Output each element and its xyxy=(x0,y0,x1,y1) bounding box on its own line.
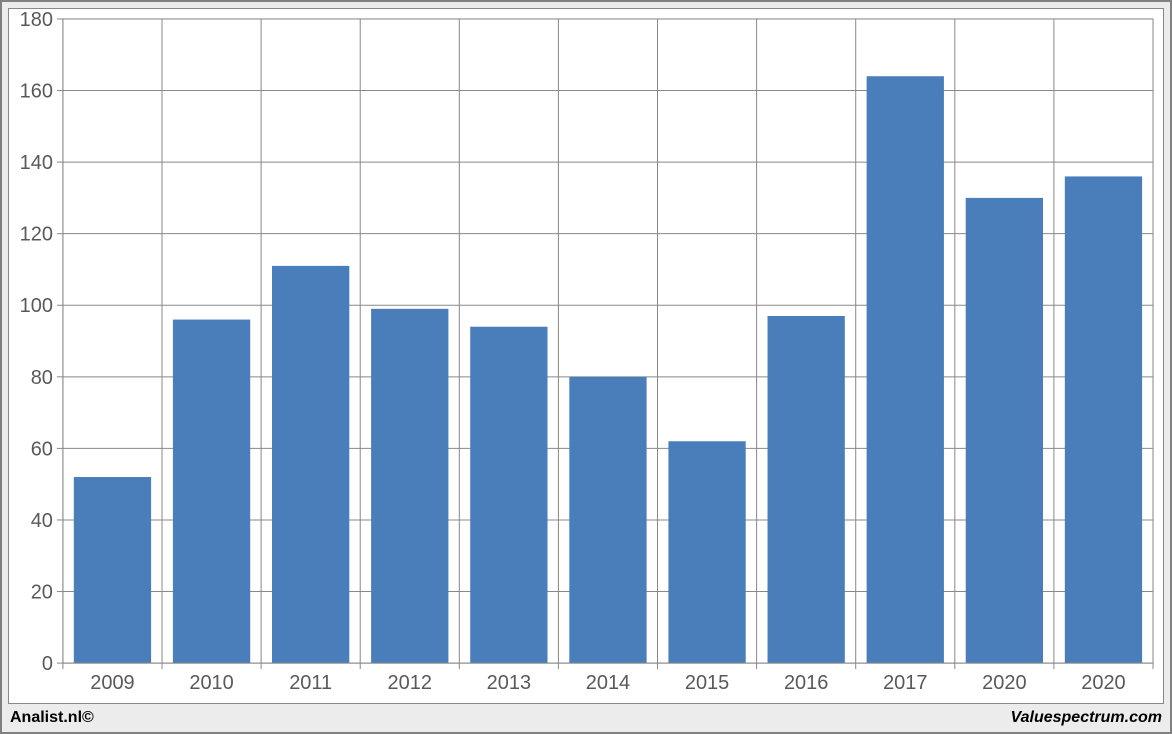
bar xyxy=(371,309,448,663)
x-tick-label: 2013 xyxy=(487,672,531,694)
bar xyxy=(768,316,845,663)
bar xyxy=(272,266,349,663)
bar xyxy=(74,477,151,663)
bar xyxy=(569,377,646,663)
y-tick-label: 40 xyxy=(31,510,53,532)
x-tick-label: 2020 xyxy=(1081,672,1125,694)
x-tick-label: 2011 xyxy=(289,672,332,694)
x-tick-label: 2015 xyxy=(685,672,729,694)
y-tick-label: 0 xyxy=(42,653,53,675)
bar xyxy=(668,441,745,663)
bar xyxy=(966,198,1043,663)
bar xyxy=(470,327,547,663)
x-tick-label: 2012 xyxy=(388,672,432,694)
x-tick-label: 2020 xyxy=(982,672,1026,694)
chart-container: 0 20 40 60 80 100 120 140 160 180 2009 2010 2011 2012… xyxy=(8,8,1164,704)
y-tick-label: 80 xyxy=(31,367,53,389)
y-tick-label: 180 xyxy=(20,9,53,31)
bar xyxy=(867,76,944,663)
y-tick-label: 100 xyxy=(20,295,53,317)
y-tick-label: 120 xyxy=(20,224,53,246)
x-tick-label: 2009 xyxy=(90,672,134,694)
footer-left-credit: Analist.nl© xyxy=(10,709,94,727)
x-tick-label: 2010 xyxy=(189,672,233,694)
y-tick-label: 160 xyxy=(20,81,53,103)
x-tick-label: 2017 xyxy=(883,672,927,694)
y-tick-label: 20 xyxy=(31,582,53,604)
bar xyxy=(173,320,250,664)
y-tick-label: 140 xyxy=(20,152,53,174)
x-tick-label: 2014 xyxy=(586,672,630,694)
y-tick-label: 60 xyxy=(31,438,53,460)
bar xyxy=(1065,176,1142,663)
chart-footer: Analist.nl© Valuespectrum.com xyxy=(10,708,1162,728)
footer-right-credit: Valuespectrum.com xyxy=(1011,709,1162,727)
x-tick-label: 2016 xyxy=(784,672,828,694)
bar-chart: 0 20 40 60 80 100 120 140 160 180 2009 2010 2011 2012… xyxy=(9,9,1163,703)
chart-outer-frame: 0 20 40 60 80 100 120 140 160 180 2009 2010 2011 2012… xyxy=(0,0,1172,734)
